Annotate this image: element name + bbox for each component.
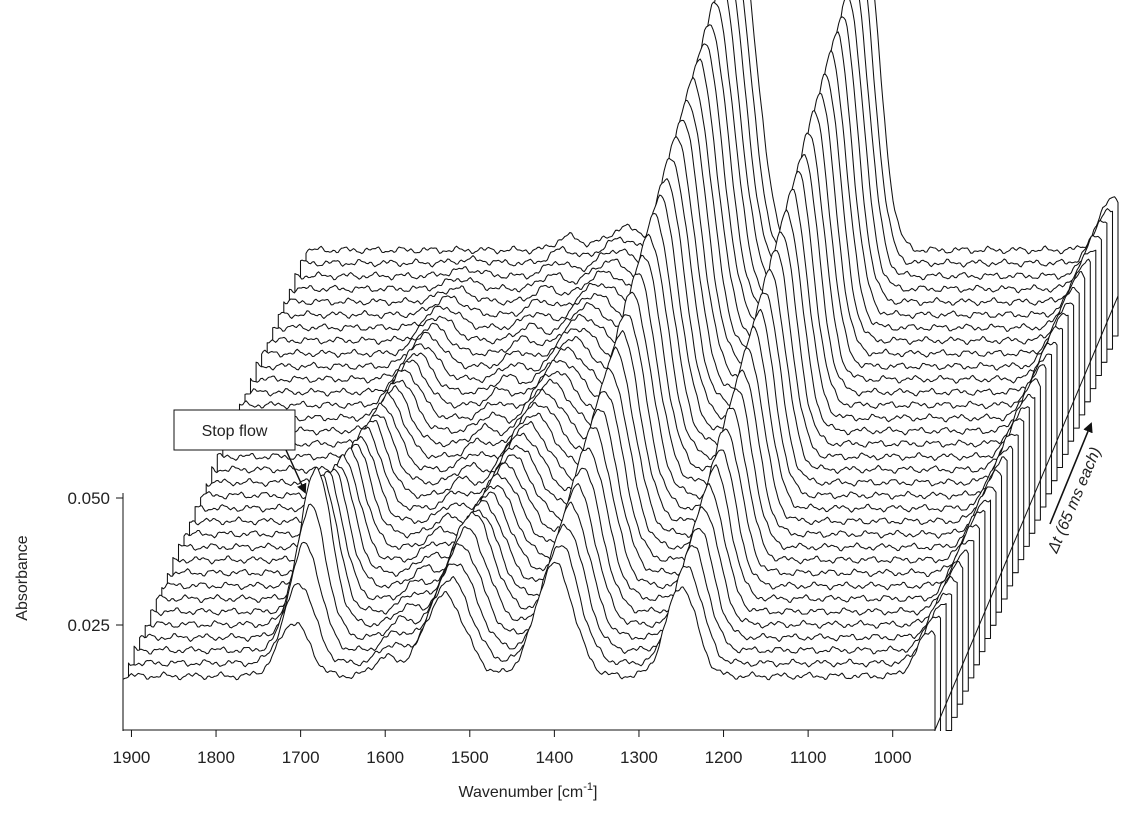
y-tick-label: 0.025 [67, 616, 110, 635]
x-tick-label: 1300 [620, 748, 658, 767]
axes [122, 295, 1119, 731]
y-axis-title: Absorbance [14, 535, 31, 620]
y-axis-ticks: 0.025 0.050 [67, 489, 123, 635]
x-tick-label: 1000 [874, 748, 912, 767]
axis-mask [0, 731, 1130, 813]
depth-axis-line [934, 295, 1119, 731]
x-tick-label: 1900 [113, 748, 151, 767]
y-tick-label: 0.050 [67, 489, 110, 508]
x-tick-label: 1500 [451, 748, 489, 767]
x-axis-title: Wavenumber [cm-1] [458, 781, 597, 801]
x-tick-label: 1600 [366, 748, 404, 767]
x-tick-label: 1400 [535, 748, 573, 767]
stop-flow-arrow [285, 449, 307, 494]
x-tick-label: 1700 [282, 748, 320, 767]
time-arrow [1049, 422, 1093, 525]
x-tick-label: 1200 [705, 748, 743, 767]
stop-flow-box [173, 409, 296, 451]
x-tick-label: 1100 [790, 748, 827, 767]
spectrum-series-1 [122, 561, 936, 771]
x-tick-label: 1800 [197, 748, 235, 767]
stop-flow-annotation: Stop flow [173, 409, 307, 494]
x-axis-ticks: 1900 1800 1700 1600 1500 1400 1300 1200 1100 1000 [113, 730, 912, 767]
stop-flow-label: Stop flow [202, 423, 268, 440]
